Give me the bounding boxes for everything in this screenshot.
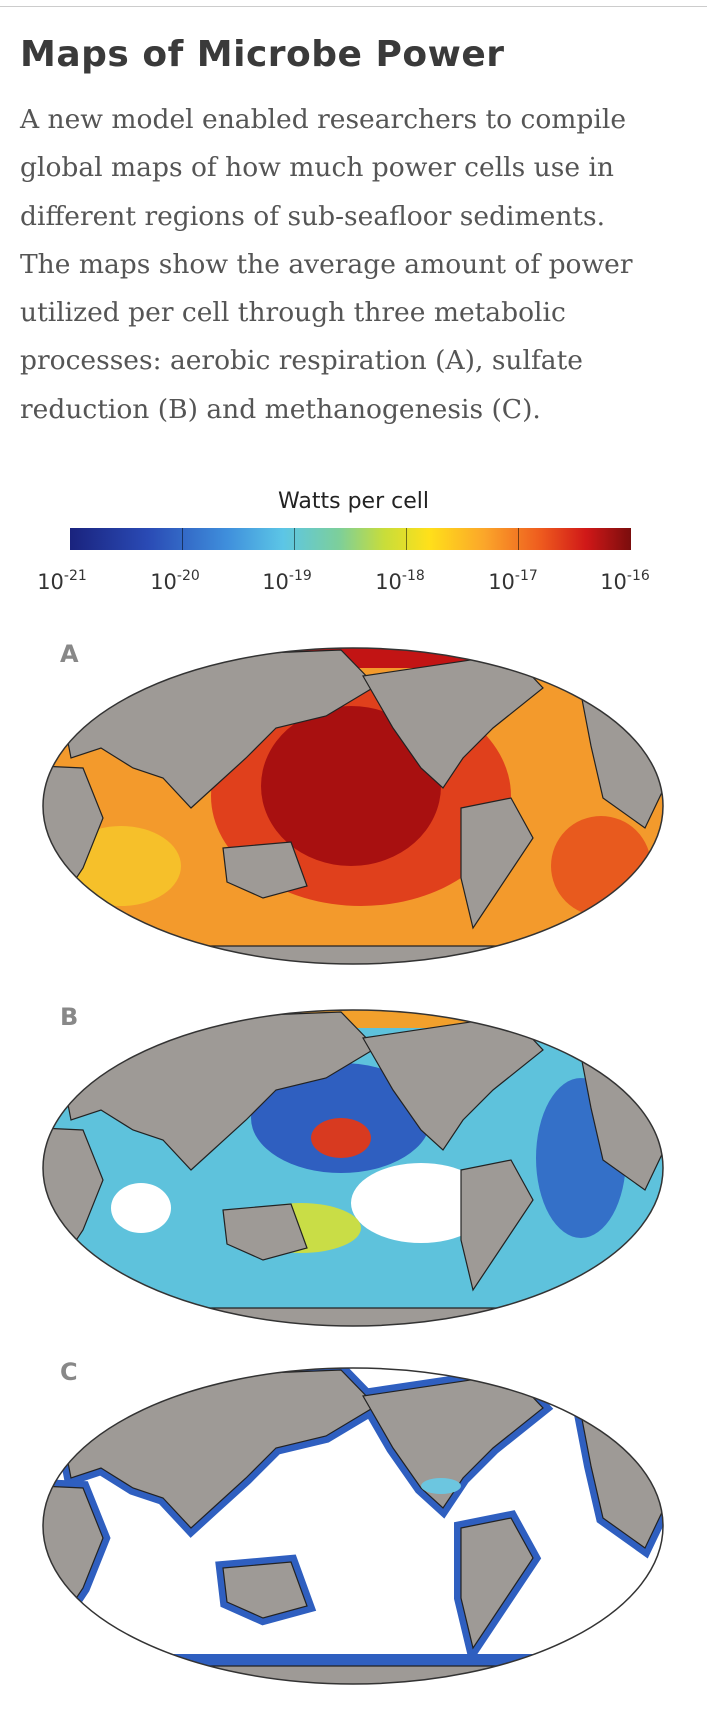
top-rule: [0, 6, 707, 7]
tick-exponent: -19: [288, 568, 312, 584]
tick-label: 10-19: [242, 568, 332, 594]
text-line: reduction (B) and methanogenesis (C).: [20, 393, 541, 425]
tick-label: 10-16: [580, 568, 670, 594]
tick-base: 10: [150, 570, 177, 594]
panel-label: A: [60, 640, 79, 668]
colorbar-title: Watts per cell: [278, 489, 429, 514]
tick-base: 10: [262, 570, 289, 594]
map-sulfate: [42, 1009, 664, 1327]
tick-base: 10: [488, 570, 515, 594]
tick-label: 10-21: [17, 568, 107, 594]
colorbar: [70, 528, 631, 550]
tick-base: 10: [600, 570, 627, 594]
description: A new model enabled researchers to compi…: [20, 96, 700, 434]
map-aerobic: [42, 647, 664, 965]
tick-label: 10-20: [130, 568, 220, 594]
tick-label: 10-17: [468, 568, 558, 594]
tick-exponent: -17: [514, 568, 538, 584]
title: Maps of Microbe Power: [20, 34, 505, 75]
tick-exponent: -16: [626, 568, 650, 584]
text-line: The maps show the average amount of powe…: [20, 248, 633, 280]
tick-exponent: -18: [401, 568, 425, 584]
text-line: global maps of how much power cells use …: [20, 152, 614, 184]
panel-label: C: [60, 1358, 78, 1386]
tick-base: 10: [37, 570, 64, 594]
text-line: different regions of sub-seafloor sedime…: [20, 200, 606, 232]
tick-base: 10: [375, 570, 402, 594]
tick-exponent: -21: [63, 568, 87, 584]
tick-label: 10-18: [355, 568, 445, 594]
panel-label: B: [60, 1003, 79, 1031]
text-line: processes: aerobic respiration (A), sulf…: [20, 345, 583, 377]
text-line: A new model enabled researchers to compi…: [20, 104, 627, 135]
map-methanogenesis: [42, 1367, 664, 1685]
tick-exponent: -20: [176, 568, 200, 584]
text-line: utilized per cell through three metaboli…: [20, 297, 566, 329]
